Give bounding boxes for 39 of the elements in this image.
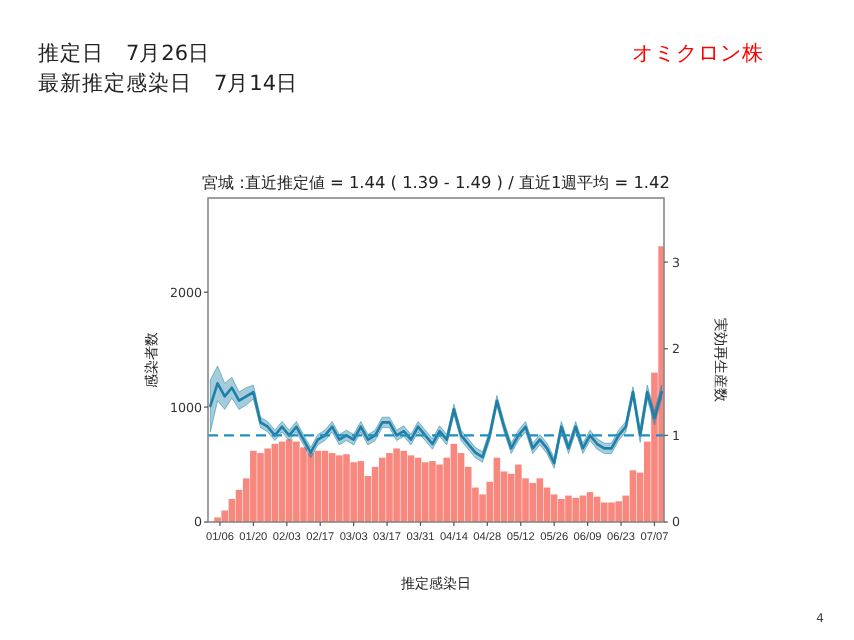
bar: [378, 457, 386, 522]
bar: [393, 448, 400, 522]
bar: [572, 497, 579, 522]
bar: [336, 455, 343, 522]
bar: [608, 502, 615, 522]
bar: [558, 499, 565, 522]
bar: [429, 461, 436, 522]
bar: [293, 441, 300, 522]
bar: [285, 439, 293, 522]
bar: [515, 464, 522, 522]
bar: [357, 461, 365, 522]
bar: [629, 470, 637, 522]
bar: [386, 453, 393, 522]
line-series: [209, 382, 663, 465]
bar: [307, 453, 314, 522]
bar: [314, 450, 322, 522]
bar: [250, 450, 257, 522]
bar: [536, 478, 544, 522]
bar: [421, 462, 429, 522]
bar: [257, 453, 264, 522]
bar: [400, 450, 408, 522]
bar: [615, 501, 622, 522]
bar: [271, 443, 279, 522]
bar: [407, 455, 415, 522]
bar: [321, 450, 329, 522]
bar: [565, 495, 572, 522]
bar: [300, 447, 307, 522]
chart-title: 宮城 :直近推定値 = 1.44 ( 1.39 - 1.49 ) / 直近1週平均 = 1.42: [202, 172, 670, 192]
bar: [529, 482, 536, 522]
bar: [436, 464, 443, 522]
bar: [264, 448, 271, 522]
bar: [328, 453, 336, 522]
text: 推定日 7月26日: [38, 40, 211, 66]
text: オミクロン株: [632, 40, 764, 66]
bar: [350, 462, 357, 522]
bar: [450, 443, 458, 522]
text: 最新推定感染日 7月14日: [38, 70, 299, 96]
bar: [343, 454, 350, 522]
bar: [601, 502, 608, 522]
